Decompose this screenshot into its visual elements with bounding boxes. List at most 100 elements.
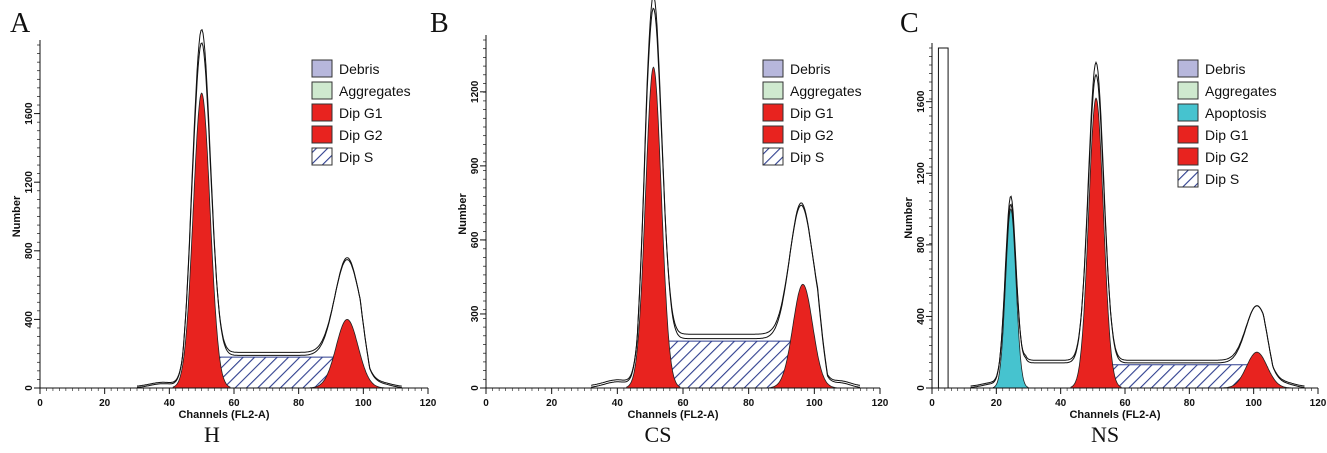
legend-label: Dip S: [790, 149, 824, 165]
legend-swatch: [311, 147, 333, 166]
legend-label: Aggregates: [1205, 83, 1277, 99]
dip-g2-peak: [769, 283, 837, 389]
apoptosis-peak: [992, 208, 1029, 389]
dip-g1-peak: [626, 66, 681, 389]
dip-s-area: [194, 356, 358, 389]
legend-label: Dip G1: [790, 105, 834, 121]
y-tick-label: 1200: [916, 162, 927, 185]
legend-swatch: [762, 125, 784, 144]
dip-g2-peak: [1221, 351, 1292, 389]
debris-spike: [937, 47, 949, 389]
panel-a: A 0 400 800 1200 1600 0 20 40 60 80 100 120 Channels…: [10, 8, 437, 447]
legend-swatch: [762, 59, 784, 78]
legend-label: Dip G2: [790, 127, 834, 143]
x-tick-label: 60: [1119, 398, 1131, 409]
panel-caption: H: [204, 422, 220, 447]
y-tick-label: 900: [470, 157, 481, 174]
legend-swatch: [311, 125, 333, 144]
x-tick-label: 120: [420, 398, 437, 409]
y-tick-label: 0: [470, 385, 481, 391]
y-tick-label: 300: [470, 305, 481, 322]
x-tick-label: 60: [677, 398, 689, 409]
legend-swatch: [1177, 59, 1199, 78]
panel-letter: C: [900, 8, 919, 39]
x-tick-label: 40: [164, 398, 176, 409]
y-tick-label: 400: [24, 311, 35, 328]
y-tick-label: 400: [916, 308, 927, 325]
y-tick-label: 800: [916, 236, 927, 253]
total-outline-curve: [137, 42, 402, 387]
x-tick-label: 100: [1245, 398, 1262, 409]
legend-swatch: [311, 103, 333, 122]
plot-area: 0 300 600 900 1200 0 20 40 60 80 100 120 Channels (F…: [457, 0, 889, 421]
panel-caption: CS: [645, 422, 672, 447]
legend-label: Dip G1: [1205, 127, 1249, 143]
legend-swatch: [1177, 147, 1199, 166]
x-axis-label: Channels (FL2-A): [627, 409, 718, 421]
y-axis-label: Number: [903, 197, 915, 239]
panel-b: B 0 300 600 900 1200 0 20 40 60 80 100 120 Channels …: [430, 0, 889, 447]
x-tick-label: 0: [483, 398, 489, 409]
y-tick-label: 0: [24, 385, 35, 391]
x-axis-label: Channels (FL2-A): [1069, 409, 1160, 421]
plot-area: 0 400 800 1200 1600 0 20 40 60 80 100 120 Channels (…: [11, 28, 437, 421]
legend-label: Dip G1: [339, 105, 383, 121]
legend-label: Debris: [1205, 61, 1245, 77]
legend-swatch: [1177, 125, 1199, 144]
x-tick-label: 80: [1184, 398, 1196, 409]
total-outline-curve: [591, 0, 861, 388]
x-tick-label: 20: [991, 398, 1003, 409]
legend-swatch: [311, 59, 333, 78]
legend-label: Dip S: [339, 149, 373, 165]
total-outline-curve: [591, 7, 861, 386]
legend-label: Debris: [790, 61, 830, 77]
dip-g1-peak: [172, 92, 231, 389]
y-axis-label: Number: [457, 193, 469, 235]
legend-swatch: [762, 147, 784, 166]
x-tick-label: 0: [929, 398, 935, 409]
x-tick-label: 120: [872, 398, 889, 409]
panel-letter: B: [430, 8, 449, 39]
legend-swatch: [1177, 103, 1199, 122]
total-outline-curve: [970, 73, 1305, 387]
y-tick-label: 1600: [916, 90, 927, 113]
y-tick-label: 1200: [470, 80, 481, 103]
x-tick-label: 40: [1055, 398, 1067, 409]
y-tick-label: 800: [24, 242, 35, 259]
x-tick-label: 0: [37, 398, 43, 409]
legend-label: Debris: [339, 61, 379, 77]
plot-area: 0 400 800 1200 1600 0 20 40 60 80 100 120 Channels (…: [903, 43, 1327, 421]
x-axis-label: Channels (FL2-A): [178, 409, 269, 421]
legend-label: Aggregates: [790, 83, 862, 99]
legend-label: Dip G2: [1205, 149, 1249, 165]
legend-swatch: [762, 103, 784, 122]
panel-c: C 0 400 800 1200 1600 0 20 40 60 80 100 120 Channels…: [900, 8, 1327, 447]
dip-g1-peak: [1070, 97, 1122, 389]
dip-s-area: [1088, 364, 1261, 389]
legend: Debris Aggregates Dip G1 Dip G2 Dip S: [762, 59, 862, 166]
dip-g2-peak: [309, 318, 386, 389]
legend-swatch: [311, 81, 333, 100]
legend: Debris Aggregates Apoptosis Dip G1 Dip G2 Dip…: [1177, 59, 1277, 188]
y-tick-label: 600: [470, 231, 481, 248]
x-tick-label: 20: [99, 398, 111, 409]
legend-label: Apoptosis: [1205, 105, 1266, 121]
legend-swatch: [1177, 81, 1199, 100]
legend: Debris Aggregates Dip G1 Dip G2 Dip S: [311, 59, 411, 166]
legend-label: Aggregates: [339, 83, 411, 99]
legend-swatch: [1177, 169, 1199, 188]
panel-caption: NS: [1091, 422, 1119, 447]
y-tick-label: 0: [916, 385, 927, 391]
x-tick-label: 100: [355, 398, 372, 409]
x-tick-label: 120: [1310, 398, 1327, 409]
legend-label: Dip G2: [339, 127, 383, 143]
x-tick-label: 20: [546, 398, 558, 409]
x-tick-label: 80: [743, 398, 755, 409]
legend-swatch: [762, 81, 784, 100]
x-tick-label: 60: [228, 398, 240, 409]
y-tick-label: 1600: [24, 102, 35, 125]
dip-s-area: [646, 340, 812, 389]
legend-label: Dip S: [1205, 171, 1239, 187]
x-tick-label: 80: [293, 398, 305, 409]
